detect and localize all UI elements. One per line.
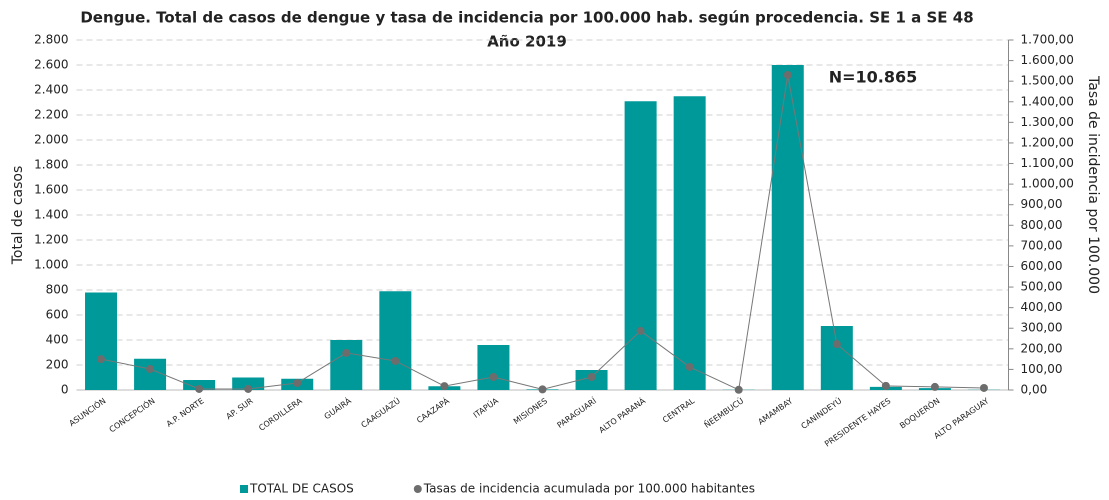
y2-tick-label: 300,00 bbox=[1021, 321, 1063, 335]
line-point bbox=[244, 384, 253, 393]
line-point bbox=[783, 71, 792, 79]
y2-tick-label: 800,00 bbox=[1021, 218, 1063, 232]
legend-swatch bbox=[413, 485, 422, 493]
y2-tick-label: 600,00 bbox=[1021, 259, 1063, 273]
bar bbox=[379, 291, 412, 390]
y-tick-label: 1.400 bbox=[34, 208, 68, 222]
x-tick-label: CONCEPCIÓN bbox=[106, 395, 156, 435]
y2-tick-label: 1.000,00 bbox=[1021, 177, 1074, 191]
line-point bbox=[342, 348, 351, 357]
x-tick-label: BOQUERÓN bbox=[897, 395, 942, 431]
x-tick-label: CORDILLERA bbox=[257, 396, 304, 433]
chart-subtitle: Año 2019 bbox=[487, 33, 567, 51]
y-tick-label: 1.600 bbox=[34, 183, 68, 197]
x-tick-label: CAAZAPÁ bbox=[414, 394, 451, 425]
x-tick-label: ÑEEMBUCÚ bbox=[701, 395, 745, 430]
line-point bbox=[734, 385, 743, 394]
y-tick-label: 2.400 bbox=[34, 83, 68, 97]
bar bbox=[673, 96, 706, 390]
bar bbox=[624, 101, 657, 390]
y-tick-label: 600 bbox=[46, 308, 69, 322]
y2-axis-label: Tasa de incidencia por 100.000 bbox=[1085, 75, 1101, 294]
y2-tick-label: 1.300,00 bbox=[1021, 115, 1074, 129]
x-tick-label: GUAIRÁ bbox=[322, 394, 354, 421]
y2-tick-label: 500,00 bbox=[1021, 280, 1063, 294]
x-tick-label: ALTO PARAGUAY bbox=[932, 396, 990, 441]
x-tick-label: AP. SUR bbox=[225, 396, 256, 421]
y2-tick-label: 200,00 bbox=[1021, 341, 1063, 355]
bar bbox=[134, 358, 167, 390]
legend-label: Tasas de incidencia acumulada por 100.00… bbox=[423, 482, 755, 496]
y2-tick-label: 1.400,00 bbox=[1021, 94, 1074, 108]
line-point bbox=[440, 382, 449, 391]
y2-tick-label: 1.200,00 bbox=[1021, 135, 1074, 149]
y-tick-label: 200 bbox=[46, 358, 69, 372]
x-tick-label: CANINDEYÚ bbox=[798, 395, 843, 431]
legend-label: TOTAL DE CASOS bbox=[249, 482, 354, 496]
y2-tick-label: 1.700,00 bbox=[1021, 33, 1074, 47]
line-point bbox=[391, 356, 400, 365]
x-tick-label: CENTRAL bbox=[661, 396, 697, 425]
bar bbox=[232, 377, 265, 390]
y-tick-label: 1.200 bbox=[34, 233, 68, 247]
line-point bbox=[293, 379, 302, 387]
bar bbox=[477, 345, 510, 390]
x-tick-label: ASUNCIÓN bbox=[66, 395, 107, 428]
y2-tick-label: 0,00 bbox=[1021, 383, 1048, 397]
y2-tick-label: 100,00 bbox=[1021, 362, 1063, 376]
bar bbox=[771, 65, 804, 390]
y2-tick-label: 700,00 bbox=[1021, 238, 1063, 252]
line-point bbox=[97, 355, 106, 364]
y2-tick-label: 1.100,00 bbox=[1021, 156, 1074, 170]
y-tick-label: 1.000 bbox=[34, 258, 68, 272]
y-tick-label: 2.200 bbox=[34, 108, 68, 122]
line-point bbox=[195, 384, 204, 393]
y2-tick-label: 900,00 bbox=[1021, 197, 1063, 211]
y-tick-label: 800 bbox=[46, 283, 69, 297]
legend-swatch bbox=[240, 485, 248, 493]
bar bbox=[85, 292, 118, 390]
line-point bbox=[979, 383, 988, 392]
y2-tick-label: 1.500,00 bbox=[1021, 74, 1074, 88]
y-tick-label: 1.800 bbox=[34, 158, 68, 172]
x-tick-label: AMAMBAY bbox=[756, 396, 794, 426]
x-tick-label: PARAGUARÍ bbox=[554, 394, 598, 430]
y-tick-label: 2.600 bbox=[34, 58, 68, 72]
y2-tick-label: 400,00 bbox=[1021, 300, 1063, 314]
line-point bbox=[832, 340, 841, 349]
y-tick-label: 0 bbox=[61, 383, 69, 397]
line-point bbox=[881, 381, 890, 390]
bar bbox=[330, 340, 363, 390]
line-point bbox=[636, 326, 645, 335]
line-point bbox=[930, 382, 939, 391]
y-tick-label: 2.000 bbox=[34, 133, 68, 147]
annotation: N=10.865 bbox=[829, 68, 918, 87]
x-tick-label: ALTO PARANÁ bbox=[596, 394, 647, 435]
x-tick-label: MISIONES bbox=[512, 396, 549, 426]
chart-title: Dengue. Total de casos de dengue y tasa … bbox=[80, 9, 973, 27]
x-tick-label: CAAGUAZÚ bbox=[358, 395, 402, 430]
x-tick-label: A.P. NORTE bbox=[165, 396, 206, 428]
line-point bbox=[685, 362, 694, 371]
x-tick-label: ITAPÚA bbox=[471, 394, 501, 420]
y-axis-label: Total de casos bbox=[10, 166, 26, 266]
y-tick-label: 2.800 bbox=[34, 33, 68, 47]
line-point bbox=[538, 385, 547, 394]
y2-tick-label: 1.600,00 bbox=[1021, 53, 1074, 67]
bar bbox=[820, 326, 853, 390]
line-point bbox=[146, 365, 155, 373]
line-point bbox=[587, 373, 596, 382]
line-point bbox=[489, 373, 498, 382]
y-tick-label: 400 bbox=[46, 333, 69, 347]
